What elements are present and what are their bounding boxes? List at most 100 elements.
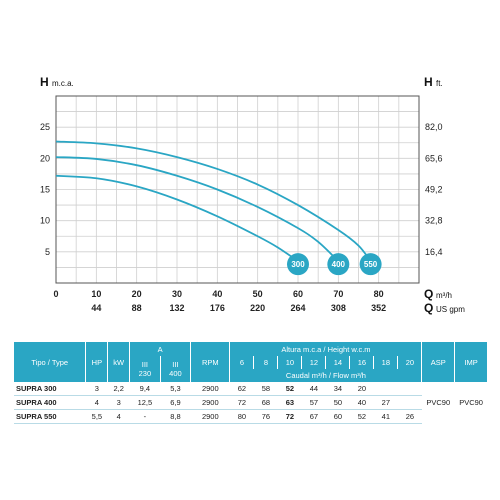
flow-cell: 50 [325,395,350,410]
x-axis-label: Q [424,287,433,301]
a400-cell: 6,9 [160,395,191,410]
header-kw: kW [107,342,131,382]
rpm-cell: 2900 [190,395,230,410]
header-a-400: III 400 [160,356,192,382]
header-caudal: Caudal m³/h / Flow m³/h [229,369,423,382]
x-tick-label: 50 [253,289,263,299]
header-height: 16 [349,356,375,369]
header-height: 20 [397,356,423,369]
y-tick-label-left: 15 [40,185,50,195]
table-row: SUPRA 400 4 3 12,5 6,9 2900 72 68 63 57 … [14,395,488,410]
flow-cell: 60 [325,409,350,424]
header-tipo: Tipo / Type [14,342,87,382]
header-height: 8 [253,356,279,369]
series-line-300 [55,174,299,262]
flow-cell: 67 [301,409,326,424]
x-tick-label-secondary: 308 [331,303,346,313]
x-tick-label-secondary: 88 [132,303,142,313]
flow-cell: 72 [277,409,302,424]
a400-cell: 8,8 [160,409,191,424]
a230-cell: 12,5 [129,395,161,410]
header-a: A [129,342,192,356]
series-line-550 [55,140,372,262]
kw-cell: 3 [107,395,130,410]
rpm-cell: 2900 [190,409,230,424]
rpm-cell: 2900 [190,382,230,396]
header-height: 14 [325,356,351,369]
model-cell: SUPRA 550 [14,409,86,424]
series-end-marker-400 [327,253,350,276]
table-row: SUPRA 300 3 2,2 9,4 5,3 2900 62 58 52 44… [14,382,488,407]
header-height: 12 [301,356,327,369]
x-tick-label: 80 [374,289,384,299]
y-tick-label-left: 20 [40,153,50,163]
spec-table: Tipo / Type HP kW A RPM Altura m.c.a / H… [14,342,488,424]
x-axis-secondary-label: Q [424,301,433,315]
y-tick-label-right: 32,8 [425,216,443,226]
series-label-550: 550 [364,260,378,269]
kw-cell: 4 [107,409,130,424]
header-height: 18 [373,356,399,369]
series-line-400 [55,156,339,262]
flow-cell [397,382,422,396]
series-label-400: 400 [332,260,346,269]
x-tick-label-secondary: 220 [250,303,265,313]
x-tick-label: 20 [132,289,142,299]
x-tick-label-secondary: 264 [290,303,305,313]
flow-cell: 76 [253,409,278,424]
y-axis-right-unit: ft. [436,79,443,88]
a230-cell: - [129,409,161,424]
flow-cell: 44 [301,382,326,396]
series-group: 300 400 550 [55,140,382,276]
flow-cell [373,382,398,396]
a400-cell: 5,3 [160,382,191,396]
y-tick-label-left: 5 [45,247,50,257]
y-axis-left-label: H [40,75,49,89]
flow-cell: 62 [229,382,254,396]
flow-cell [397,395,422,410]
model-cell: SUPRA 400 [14,395,86,410]
header-a-400-bottom: 400 [169,369,182,378]
flow-cell: 20 [349,382,374,396]
flow-cell: 34 [325,382,350,396]
hp-cell: 5,5 [85,409,108,424]
flow-cell: 63 [277,395,302,410]
flow-cell: 52 [277,382,302,396]
y-tick-label-right: 82,0 [425,122,443,132]
series-end-marker-300 [287,253,309,276]
x-tick-label: 40 [212,289,222,299]
flow-cell: 58 [253,382,278,396]
header-imp: IMP [454,342,488,382]
x-tick-label: 30 [172,289,182,299]
header-altura: Altura m.c.a / Height w.c.m [229,342,423,356]
header-hp: HP [85,342,109,382]
header-a-230-top: III [141,360,148,369]
pump-curve-chart: 300 400 550 5 10 15 20 25 16,4 32,8 49,2 65,6 82,0 0… [40,75,465,315]
table-row: SUPRA 550 5,5 4 - 8,8 2900 80 76 72 67 6… [14,409,488,424]
flow-cell: 40 [349,395,374,410]
model-cell: SUPRA 300 [14,382,86,396]
x-tick-label: 70 [333,289,343,299]
flow-cell: 80 [229,409,254,424]
chart-grid [55,95,420,284]
header-rpm: RPM [190,342,231,382]
imp-cell: PVC90 [459,398,483,408]
header-asp: ASP [421,342,456,382]
flow-cell: 57 [301,395,326,410]
tick-labels: 5 10 15 20 25 16,4 32,8 49,2 65,6 82,0 0 10 20 30 40 50… [40,122,443,313]
hp-cell: 3 [85,382,108,396]
a230-cell: 9,4 [129,382,161,396]
plot-border [55,95,420,284]
header-height: 10 [277,356,303,369]
x-tick-label-secondary: 352 [371,303,386,313]
asp-cell: PVC90 [426,398,451,408]
x-tick-label-secondary: 132 [169,303,184,313]
y-axis-right-label: H [424,75,433,89]
y-axis-left-unit: m.c.a. [52,79,74,88]
y-tick-label-right: 16,4 [425,247,443,257]
header-height: 6 [229,356,255,369]
x-axis-unit: m³/h [436,291,452,300]
header-a-400-top: III [172,360,179,369]
flow-cell: 26 [397,409,422,424]
x-tick-label-secondary: 44 [91,303,101,313]
